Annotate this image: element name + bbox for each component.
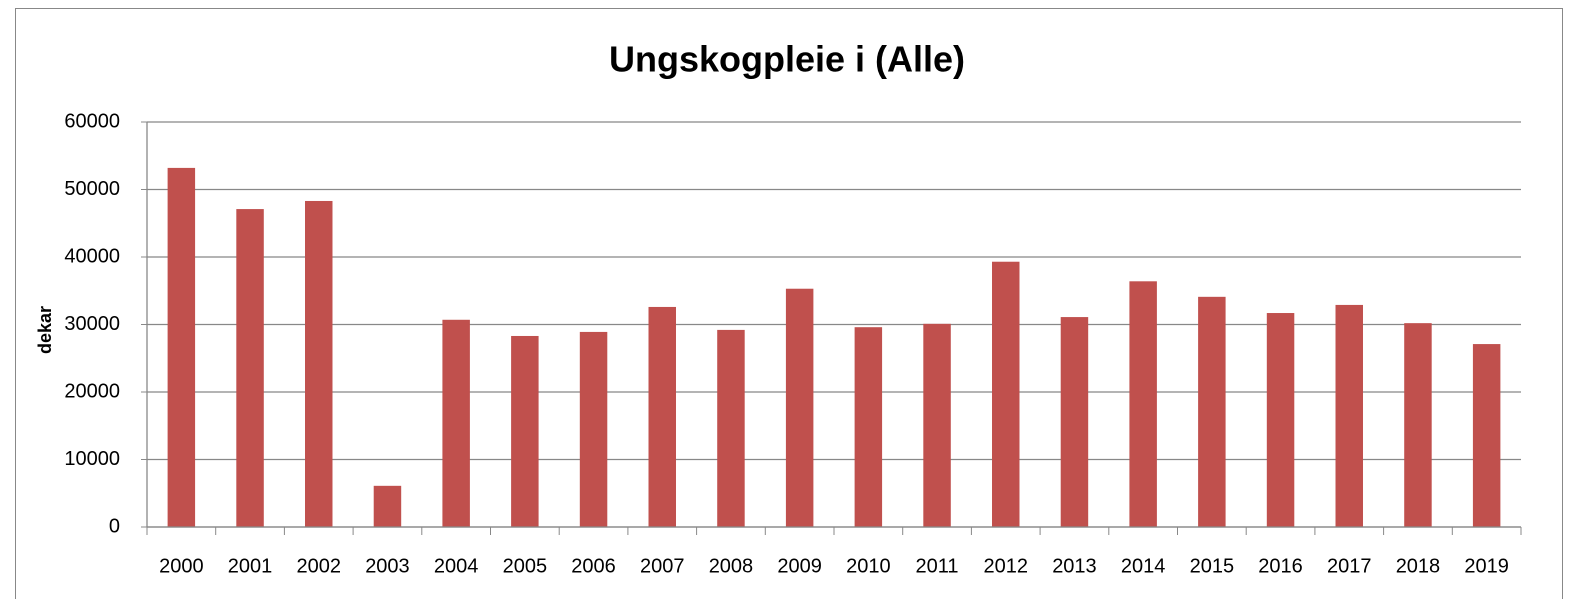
- bar: [373, 485, 402, 527]
- y-tick-label: 20000: [64, 380, 120, 402]
- bar: [1060, 317, 1089, 527]
- x-tick-label: 2003: [365, 555, 410, 577]
- x-tick-label: 2000: [159, 555, 204, 577]
- bar: [305, 200, 333, 527]
- y-tick-label: 40000: [64, 245, 120, 267]
- bar: [1129, 281, 1157, 527]
- bar: [923, 323, 951, 527]
- x-tick-label: 2013: [1052, 555, 1097, 577]
- bar: [717, 329, 745, 527]
- bar: [785, 288, 814, 527]
- bar: [167, 167, 196, 527]
- x-tick-label: 2009: [777, 555, 822, 577]
- x-tick-label: 2010: [846, 555, 891, 577]
- x-tick-label: 2004: [434, 555, 479, 577]
- x-tick-label: 2011: [916, 555, 959, 577]
- x-tick-label: 2005: [503, 555, 548, 577]
- bar: [1198, 296, 1226, 527]
- y-tick-label: 10000: [64, 448, 120, 470]
- x-tick-label: 2002: [297, 555, 342, 577]
- x-tick-label: 2006: [571, 555, 616, 577]
- y-tick-label: 0: [109, 515, 120, 537]
- x-tick-label: 2019: [1464, 555, 1509, 577]
- bar: [648, 306, 676, 527]
- y-tick-label: 50000: [64, 178, 120, 200]
- bar: [236, 209, 264, 527]
- x-tick-label: 2014: [1121, 555, 1166, 577]
- x-tick-label: 2008: [709, 555, 754, 577]
- y-axis-title: dekar: [35, 306, 55, 354]
- x-tick-label: 2016: [1258, 555, 1303, 577]
- x-tick-label: 2017: [1327, 555, 1372, 577]
- x-tick-label: 2007: [640, 555, 685, 577]
- x-tick-label: 2015: [1190, 555, 1235, 577]
- bar: [992, 261, 1020, 527]
- x-tick-label: 2001: [228, 555, 273, 577]
- bar: [1335, 304, 1363, 527]
- x-tick-label: 2012: [984, 555, 1029, 577]
- bar: [511, 335, 539, 527]
- bar: [1266, 313, 1295, 527]
- bar: [442, 319, 470, 527]
- x-tick-label: 2018: [1396, 555, 1441, 577]
- bar: [1472, 344, 1501, 527]
- chart-title: Ungskogpleie i (Alle): [609, 39, 965, 80]
- y-tick-label: 30000: [64, 313, 120, 335]
- bar: [1404, 323, 1432, 527]
- bar: [854, 327, 883, 527]
- y-tick-label: 60000: [64, 110, 120, 132]
- bar: [579, 331, 608, 527]
